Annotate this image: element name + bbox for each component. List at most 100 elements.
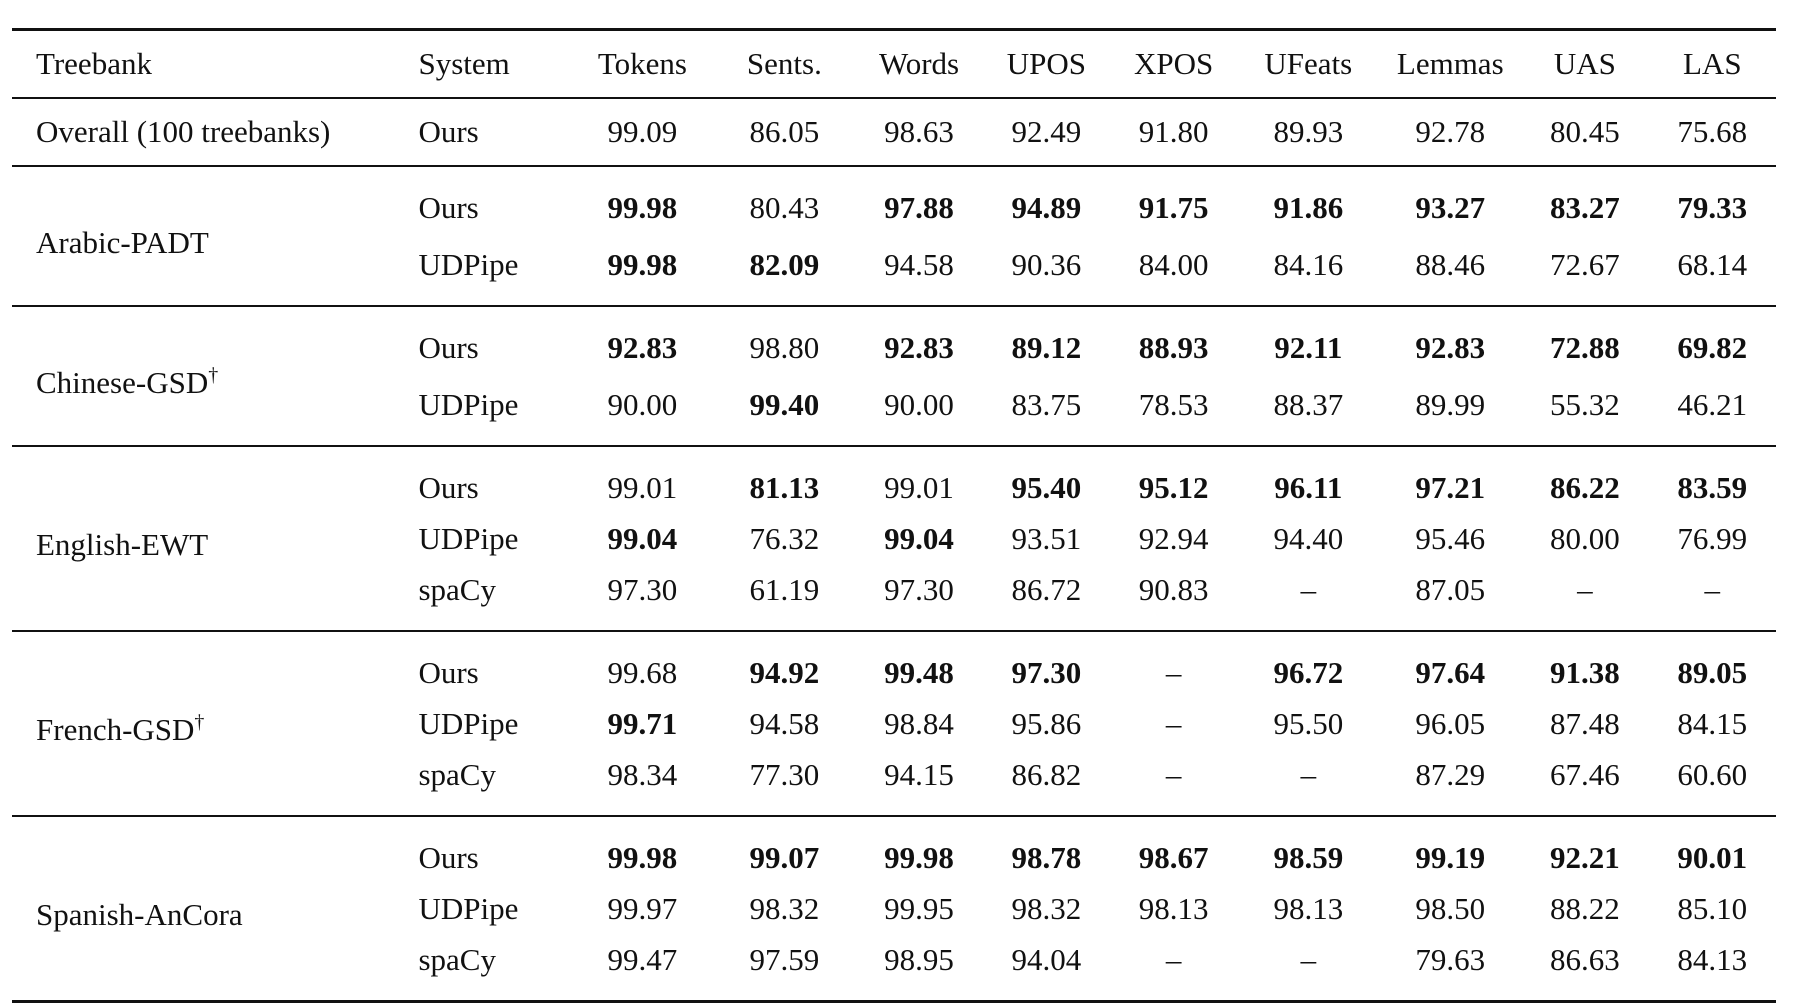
value-cell: 94.92 — [749, 655, 820, 690]
treebank-name: Chinese-GSD — [36, 364, 209, 400]
value-cell: 97.59 — [713, 931, 856, 1003]
column-header-uas: UAS — [1521, 28, 1649, 99]
value-cell: 98.80 — [749, 330, 820, 365]
value-cell: 83.59 — [1677, 470, 1748, 505]
value-cell: 87.29 — [1379, 746, 1522, 817]
table-row: UDPipe 90.00 99.40 90.00 83.75 78.53 88.37 89.9… — [12, 376, 1776, 447]
value-cell: 86.22 — [1550, 470, 1620, 505]
column-header-lemmas: Lemmas — [1379, 28, 1522, 99]
value-cell: 99.07 — [749, 840, 820, 875]
value-cell: 92.94 — [1138, 521, 1209, 556]
value-cell: 99.09 — [571, 98, 714, 167]
value-cell: 68.14 — [1648, 236, 1776, 307]
value-cell: 61.19 — [713, 561, 856, 632]
treebank-name: Arabic-PADT — [36, 224, 209, 260]
value-cell: 86.72 — [982, 561, 1111, 632]
table-row: Spanish-AnCora Ours 99.98 99.07 99.98 98.78 98… — [12, 816, 1776, 1003]
value-cell: 90.00 — [855, 376, 983, 447]
value-cell: 99.98 — [571, 236, 714, 307]
value-cell: 91.38 — [1550, 655, 1620, 690]
value-cell: 72.88 — [1550, 330, 1620, 365]
system-cell: Ours — [404, 98, 572, 167]
value-cell: 98.59 — [1273, 840, 1344, 875]
treebank-name: English-EWT — [36, 527, 209, 562]
table-row: spaCy 97.30 61.19 97.30 86.72 90.83–87.05– – — [12, 561, 1776, 632]
value-cell: 80.43 — [749, 190, 820, 225]
value-cell: 91.86 — [1273, 190, 1344, 225]
value-cell: 99.98 — [607, 840, 678, 875]
system-cell: Ours — [418, 330, 479, 365]
value-cell: 83.27 — [1550, 190, 1620, 225]
value-cell: 97.30 — [571, 561, 714, 632]
value-cell: 89.12 — [1011, 330, 1082, 365]
value-cell: 96.72 — [1273, 655, 1344, 690]
treebank-name: French-GSD — [36, 712, 195, 747]
value-cell: 94.40 — [1273, 521, 1344, 556]
value-cell: – — [1521, 561, 1649, 632]
value-cell: 93.51 — [1011, 521, 1082, 556]
column-header-words: Words — [855, 28, 983, 99]
column-header-tokens: Tokens — [571, 28, 714, 99]
value-cell: 79.63 — [1379, 931, 1522, 1003]
value-cell: 92.49 — [982, 98, 1111, 167]
value-cell: 98.50 — [1415, 891, 1486, 926]
value-cell: 86.05 — [713, 98, 856, 167]
value-cell: 94.58 — [749, 706, 820, 741]
results-table: Treebank System Tokens Sents. Words UPOS XPOS U… — [12, 28, 1776, 1003]
value-cell: 97.88 — [884, 190, 954, 225]
value-cell: 98.32 — [749, 891, 820, 926]
value-cell: 88.93 — [1138, 330, 1209, 365]
value-cell: 93.27 — [1415, 190, 1486, 225]
dagger-mark: † — [208, 363, 219, 386]
treebank-cell: English-EWT — [12, 446, 405, 632]
value-cell: 94.04 — [982, 931, 1111, 1003]
value-cell: 99.98 — [607, 190, 678, 225]
value-cell: 87.48 — [1550, 706, 1620, 741]
value-cell: 92.83 — [607, 330, 678, 365]
value-cell: – — [1110, 931, 1238, 1003]
value-cell: 98.13 — [1273, 891, 1344, 926]
table-row: French-GSD† Ours 99.68 94.92 99.48 97.30 – 96.7… — [12, 631, 1776, 817]
value-cell: 81.13 — [749, 470, 820, 505]
value-cell: 88.46 — [1379, 236, 1522, 307]
treebank-cell: Overall (100 treebanks) — [12, 98, 405, 167]
value-cell: 84.16 — [1237, 236, 1380, 307]
value-cell: 98.67 — [1138, 840, 1209, 875]
value-cell: 98.84 — [884, 706, 954, 741]
value-cell: – — [1237, 746, 1380, 817]
value-cell: – — [1165, 655, 1182, 690]
column-header-xpos: XPOS — [1110, 28, 1238, 99]
value-cell: 69.82 — [1677, 330, 1748, 365]
treebank-name: Spanish-AnCora — [36, 897, 243, 932]
value-cell: 90.83 — [1110, 561, 1238, 632]
table-row: UDPipe 99.04 76.32 99.04 93.51 92.94 94.40 95.4… — [12, 516, 1776, 561]
value-cell: – — [1237, 561, 1380, 632]
value-cell: 99.97 — [607, 891, 678, 926]
value-cell: – — [1110, 746, 1238, 817]
value-cell: 89.05 — [1677, 655, 1748, 690]
value-cell: 76.32 — [749, 521, 820, 556]
value-cell: 97.30 — [1011, 655, 1082, 690]
value-cell: 80.00 — [1550, 521, 1620, 556]
table-row: spaCy 98.34 77.30 94.15 86.82– –87.29 67.46 60.… — [12, 746, 1776, 817]
system-cell: Ours — [418, 190, 479, 225]
table-header-row: Treebank System Tokens Sents. Words UPOS XPOS U… — [12, 28, 1776, 99]
column-header-treebank: Treebank — [12, 28, 405, 99]
value-cell: 75.68 — [1648, 98, 1776, 167]
system-cell: UDPipe — [404, 376, 572, 447]
system-cell: Ours — [418, 470, 479, 505]
value-cell: – — [1648, 561, 1776, 632]
value-cell: 55.32 — [1521, 376, 1649, 447]
value-cell: 92.78 — [1379, 98, 1522, 167]
table-row: Chinese-GSD† Ours 92.83 98.80 92.83 89.12 88.9… — [12, 306, 1776, 447]
treebank-cell: Arabic-PADT — [12, 166, 405, 307]
value-cell: 99.48 — [884, 655, 954, 690]
value-cell: 99.68 — [607, 655, 678, 690]
value-cell: 97.30 — [855, 561, 983, 632]
system-cell: UDPipe — [418, 891, 519, 926]
system-cell: spaCy — [404, 561, 572, 632]
value-cell: 98.32 — [1011, 891, 1082, 926]
value-cell: 96.11 — [1274, 470, 1343, 505]
value-cell: 99.71 — [607, 706, 678, 741]
value-cell: 89.99 — [1379, 376, 1522, 447]
